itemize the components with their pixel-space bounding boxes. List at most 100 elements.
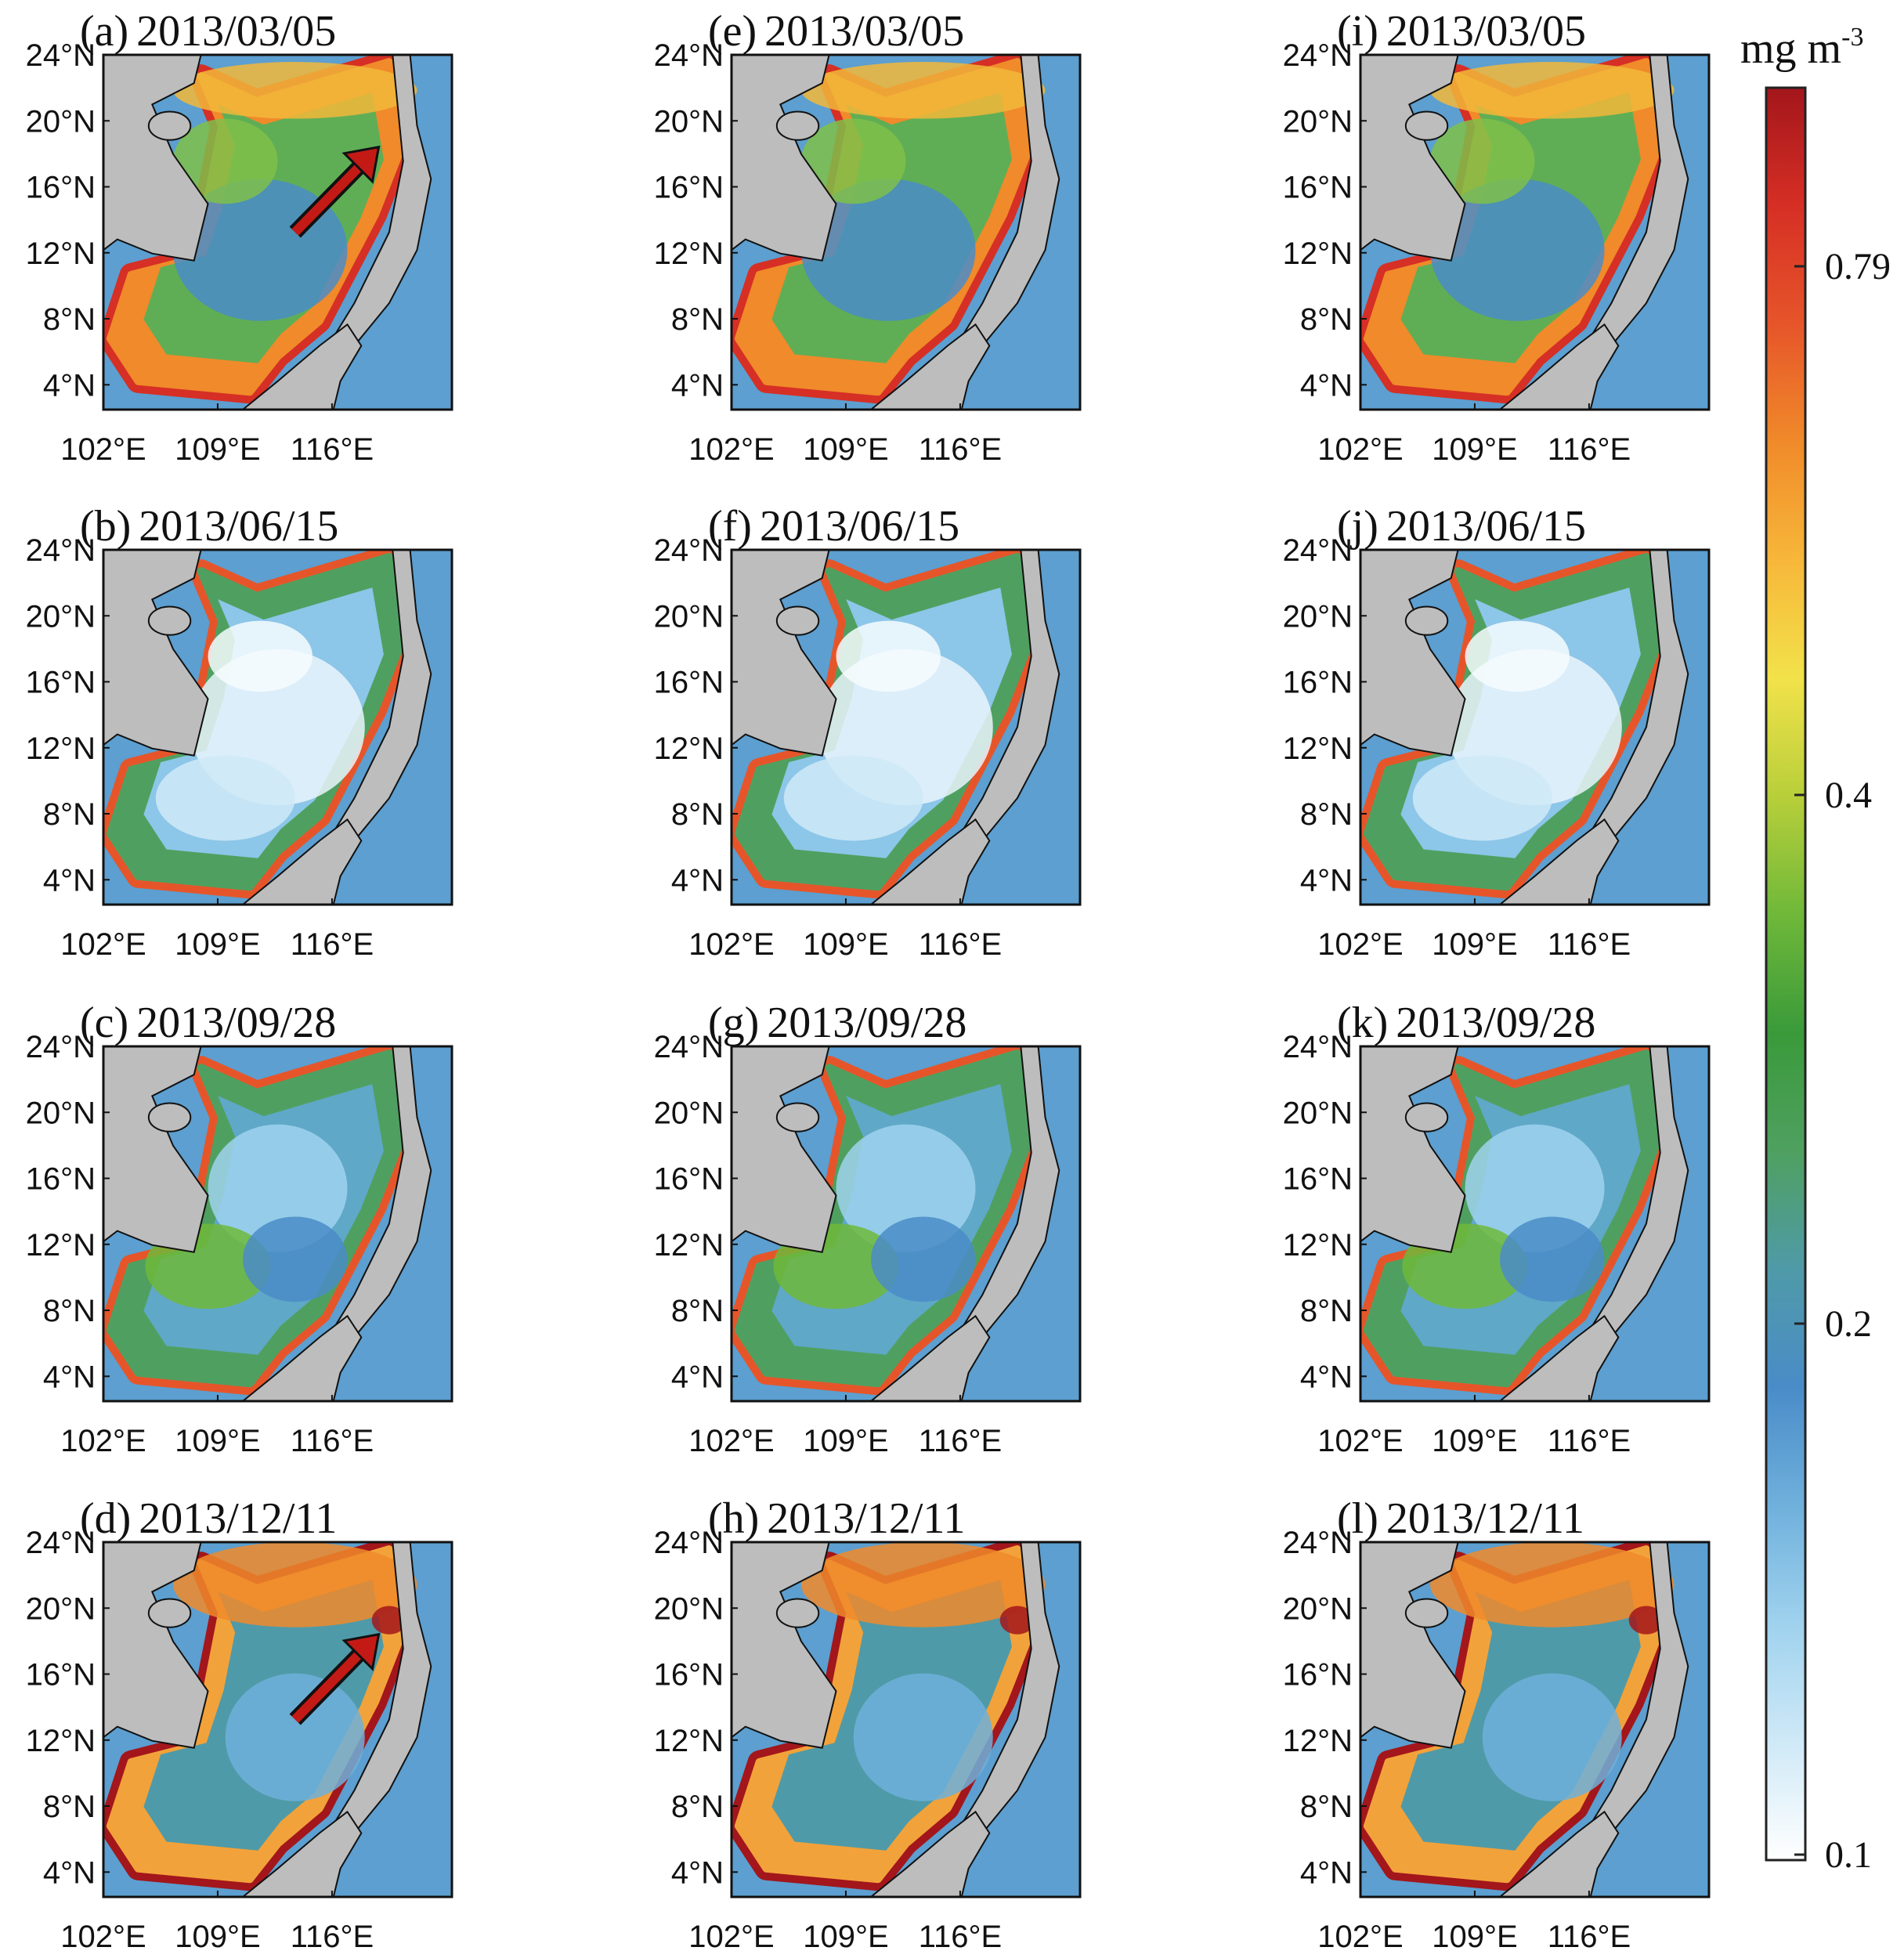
map-frame bbox=[102, 548, 453, 906]
lon-tick-label: 102°E bbox=[1317, 927, 1403, 962]
land-indochina bbox=[1360, 1542, 1466, 1749]
land-hainan bbox=[147, 110, 192, 141]
lon-tick-label: 116°E bbox=[291, 927, 374, 962]
concentration-patch bbox=[173, 62, 417, 119]
lat-tick-label: 12°N bbox=[1283, 1724, 1353, 1758]
concentration-patch bbox=[801, 118, 906, 204]
lat-tick-label: 24°N bbox=[1283, 1526, 1353, 1560]
colorbar-tick-label: 0.2 bbox=[1825, 1303, 1872, 1345]
panel-label: (d) bbox=[80, 1494, 131, 1543]
land-borneo bbox=[241, 1810, 363, 1897]
colorbar-tick-label: 0.1 bbox=[1825, 1834, 1872, 1876]
map-field bbox=[103, 1542, 452, 1897]
lat-tick-label: 4°N bbox=[43, 1360, 96, 1394]
panel-title: (a) 2013/03/05 bbox=[80, 7, 336, 56]
lon-tick-label: 109°E bbox=[1432, 1424, 1517, 1458]
land-indochina bbox=[103, 550, 209, 757]
panel-label: (f) bbox=[708, 502, 752, 551]
lon-tick-label: 116°E bbox=[1548, 432, 1631, 467]
lat-tick-label: 12°N bbox=[654, 732, 724, 766]
lon-tick-label: 102°E bbox=[60, 432, 146, 467]
map-panel-b: (b) 2013/06/1524°N20°N16°N12°N8°N4°N102°E… bbox=[26, 502, 453, 962]
lon-tick-label: 102°E bbox=[60, 927, 146, 962]
panel-title: (i) 2013/03/05 bbox=[1337, 7, 1586, 56]
map-frame bbox=[1359, 548, 1711, 906]
concentration-patch bbox=[1482, 1673, 1622, 1801]
concentration-patch bbox=[853, 1673, 993, 1801]
land-hainan bbox=[1404, 110, 1449, 141]
lat-tick-label: 24°N bbox=[654, 533, 724, 568]
concentration-patch bbox=[173, 1542, 417, 1627]
panel-label: (k) bbox=[1337, 999, 1388, 1047]
land-borneo bbox=[241, 1314, 363, 1401]
lat-tick-label: 16°N bbox=[26, 1162, 96, 1197]
lon-tick-label: 116°E bbox=[1548, 1424, 1631, 1458]
lat-tick-label: 20°N bbox=[654, 104, 724, 139]
map-panel-f: (f) 2013/06/1524°N20°N16°N12°N8°N4°N102°E… bbox=[654, 502, 1082, 962]
lat-tick-label: 20°N bbox=[654, 1096, 724, 1130]
lat-tick-label: 20°N bbox=[26, 1591, 96, 1626]
lon-tick-label: 102°E bbox=[60, 1920, 146, 1954]
concentration-patch bbox=[208, 620, 313, 692]
panel-label: (h) bbox=[708, 1494, 759, 1543]
land-hainan bbox=[775, 605, 820, 636]
panel-label: (l) bbox=[1337, 1494, 1378, 1543]
land-hainan bbox=[1404, 605, 1449, 636]
panel-label: (e) bbox=[708, 7, 757, 56]
map-field bbox=[1360, 1542, 1709, 1897]
land-indochina bbox=[1360, 55, 1466, 262]
panel-date: 2013/03/05 bbox=[136, 7, 336, 56]
lon-tick-label: 109°E bbox=[803, 432, 888, 467]
concentration-patch bbox=[1412, 755, 1552, 841]
concentration-patch bbox=[1500, 1216, 1605, 1302]
lat-tick-label: 4°N bbox=[1300, 1360, 1353, 1394]
lat-tick-label: 8°N bbox=[43, 1790, 96, 1824]
map-field bbox=[732, 55, 1080, 410]
panel-label: (a) bbox=[80, 7, 128, 56]
map-panel-a: (a) 2013/03/0524°N20°N16°N12°N8°N4°N102°E… bbox=[26, 7, 453, 467]
panel-title: (b) 2013/06/15 bbox=[80, 502, 338, 551]
land-borneo bbox=[1498, 818, 1620, 905]
lat-tick-label: 16°N bbox=[26, 666, 96, 700]
map-field bbox=[732, 1542, 1080, 1897]
map-frame bbox=[102, 53, 453, 411]
lat-tick-label: 24°N bbox=[26, 1526, 96, 1560]
map-field bbox=[1360, 55, 1709, 410]
lon-tick-label: 116°E bbox=[291, 1424, 374, 1458]
lat-tick-label: 20°N bbox=[1283, 1591, 1353, 1626]
lat-tick-label: 4°N bbox=[671, 1360, 724, 1394]
map-frame bbox=[102, 1541, 453, 1898]
lat-tick-label: 20°N bbox=[26, 104, 96, 139]
panel-label: (j) bbox=[1337, 502, 1378, 551]
colorbar: mg m-3 0.79 0.4 0.2 0.1 bbox=[1740, 23, 1891, 1876]
concentration-patch bbox=[173, 118, 278, 204]
lon-tick-label: 116°E bbox=[919, 1424, 1002, 1458]
land-borneo bbox=[1498, 323, 1620, 410]
lat-tick-label: 8°N bbox=[671, 797, 724, 832]
land-indochina bbox=[103, 55, 209, 262]
lat-tick-label: 8°N bbox=[1300, 302, 1353, 337]
map-field bbox=[103, 1046, 452, 1401]
concentration-patch bbox=[801, 179, 976, 321]
colorbar-unit-exponent: -3 bbox=[1841, 23, 1863, 52]
panel-date: 2013/06/15 bbox=[1386, 502, 1586, 551]
map-panel-h: (h) 2013/12/1124°N20°N16°N12°N8°N4°N102°E… bbox=[654, 1494, 1082, 1954]
lat-tick-label: 8°N bbox=[43, 797, 96, 832]
map-frame bbox=[102, 1045, 453, 1403]
lat-tick-label: 4°N bbox=[43, 863, 96, 898]
concentration-patch bbox=[783, 755, 923, 841]
land-borneo bbox=[241, 323, 363, 410]
lat-tick-label: 20°N bbox=[1283, 1096, 1353, 1130]
lon-tick-label: 109°E bbox=[175, 1424, 260, 1458]
land-borneo bbox=[869, 323, 991, 410]
map-field bbox=[1360, 550, 1709, 905]
lat-tick-label: 12°N bbox=[1283, 732, 1353, 766]
panel-date: 2013/09/28 bbox=[136, 999, 336, 1047]
lat-tick-label: 24°N bbox=[1283, 533, 1353, 568]
lat-tick-label: 12°N bbox=[26, 237, 96, 271]
panel-date: 2013/12/11 bbox=[767, 1494, 965, 1543]
colorbar-tick-label: 0.79 bbox=[1825, 246, 1891, 287]
land-indochina bbox=[103, 1542, 209, 1749]
map-panels: (a) 2013/03/05 24°N 20°N 16°N 12°N 8°N 4°N 102°E… bbox=[26, 7, 1711, 1954]
